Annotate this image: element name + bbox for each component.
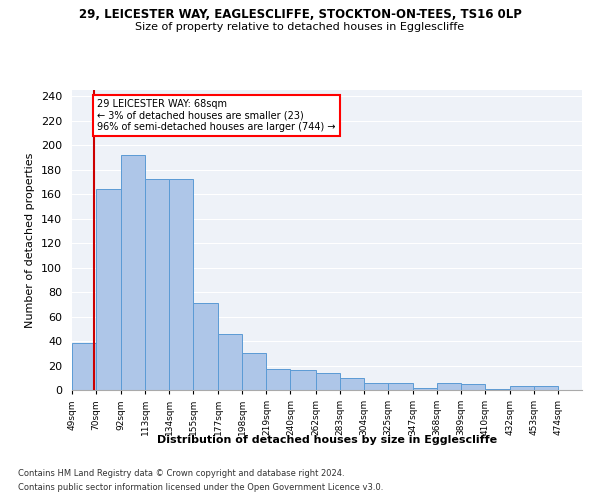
Bar [121, 155, 145, 390]
Bar [364, 382, 388, 390]
Bar [193, 303, 218, 390]
Text: Contains public sector information licensed under the Open Government Licence v3: Contains public sector information licen… [18, 484, 383, 492]
Bar [169, 180, 193, 390]
Bar [437, 382, 461, 390]
Bar [266, 369, 290, 390]
Y-axis label: Number of detached properties: Number of detached properties [25, 152, 35, 328]
Bar [413, 388, 437, 390]
Bar [96, 189, 121, 390]
Bar [510, 386, 534, 390]
Text: 29, LEICESTER WAY, EAGLESCLIFFE, STOCKTON-ON-TEES, TS16 0LP: 29, LEICESTER WAY, EAGLESCLIFFE, STOCKTO… [79, 8, 521, 20]
Bar [316, 373, 340, 390]
Bar [340, 378, 364, 390]
Bar [145, 180, 169, 390]
Bar [388, 382, 413, 390]
Text: 29 LEICESTER WAY: 68sqm
← 3% of detached houses are smaller (23)
96% of semi-det: 29 LEICESTER WAY: 68sqm ← 3% of detached… [97, 98, 335, 132]
Text: Distribution of detached houses by size in Egglescliffe: Distribution of detached houses by size … [157, 435, 497, 445]
Bar [242, 354, 266, 390]
Bar [72, 344, 96, 390]
Bar [290, 370, 316, 390]
Bar [534, 386, 558, 390]
Bar [485, 389, 510, 390]
Bar [218, 334, 242, 390]
Bar [461, 384, 485, 390]
Text: Size of property relative to detached houses in Egglescliffe: Size of property relative to detached ho… [136, 22, 464, 32]
Text: Contains HM Land Registry data © Crown copyright and database right 2024.: Contains HM Land Registry data © Crown c… [18, 468, 344, 477]
